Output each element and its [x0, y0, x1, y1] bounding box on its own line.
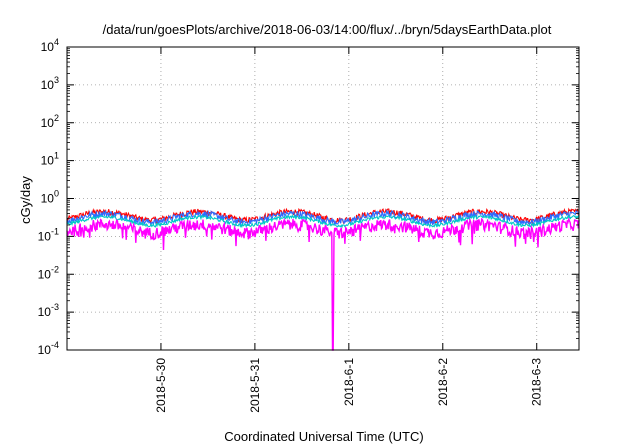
y-tick-label: 10-4	[38, 340, 59, 357]
y-tick-label: 10-1	[38, 226, 59, 243]
x-axis-label: Coordinated Universal Time (UTC)	[224, 429, 423, 444]
series-line	[66, 218, 580, 231]
x-tick-label: 2018-5-30	[154, 358, 168, 413]
x-tick-label: 2018-5-31	[248, 358, 262, 413]
series-layer	[66, 207, 580, 351]
x-tick-label: 2018-6-3	[530, 358, 544, 406]
chart-title: /data/run/goesPlots/archive/2018-06-03/1…	[103, 22, 552, 37]
series-line	[66, 217, 580, 351]
series-line	[66, 208, 580, 227]
y-tick-label: 104	[41, 37, 59, 54]
y-axis-label: cGy/day	[18, 176, 33, 224]
x-tick-labels: 2018-5-30 2018-5-31 2018-6-1 2018-6-2 2018-6…	[154, 358, 544, 413]
y-tick-label: 101	[41, 151, 59, 168]
y-tick-label: 10-3	[38, 302, 59, 319]
x-tick-label: 2018-6-1	[342, 358, 356, 406]
x-tick-label: 2018-6-2	[436, 358, 450, 406]
series-line	[67, 214, 580, 229]
y-tick-label: 102	[41, 113, 59, 130]
axis-ticks	[67, 46, 579, 351]
y-tick-label: 100	[41, 189, 59, 206]
y-tick-label: 10-2	[38, 264, 59, 281]
y-tick-labels: 10-4 10-3 10-2 10-1 100 101 102 103 104	[38, 37, 59, 357]
grid-lines	[67, 47, 579, 350]
y-tick-label: 103	[41, 75, 59, 92]
